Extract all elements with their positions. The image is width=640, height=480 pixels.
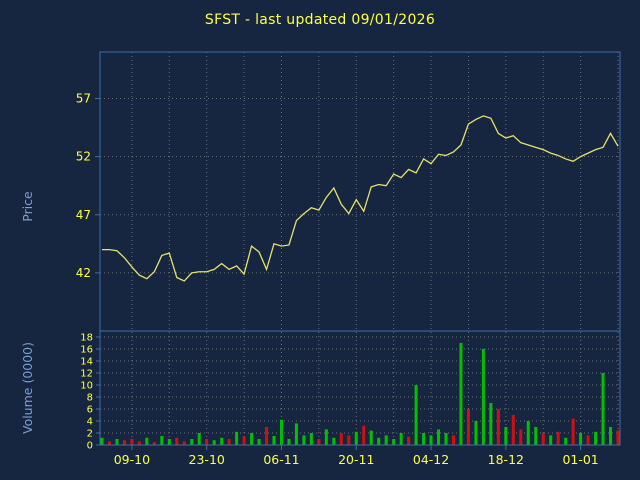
volume-bar (137, 441, 141, 445)
volume-y-tick-label: 12 (80, 368, 93, 379)
volume-bar (609, 426, 613, 445)
price-y-tick-label: 57 (76, 92, 91, 106)
volume-bar (407, 436, 411, 445)
price-line (102, 115, 619, 282)
volume-y-tick-label: 14 (80, 356, 93, 367)
volume-bar (414, 384, 418, 445)
x-tick-label: 18-12 (488, 452, 524, 467)
volume-bar (519, 429, 523, 445)
volume-bar (100, 437, 104, 445)
volume-bar (377, 437, 381, 445)
volume-bar (616, 430, 620, 445)
volume-y-tick-label: 6 (87, 404, 93, 415)
price-y-tick-label: 42 (76, 266, 91, 280)
volume-bar (466, 408, 470, 445)
volume-bar (167, 438, 171, 445)
volume-bar (175, 437, 179, 445)
volume-bar (511, 414, 515, 445)
volume-bar (294, 423, 298, 445)
volume-y-tick-label: 8 (87, 392, 93, 403)
volume-bar (474, 420, 478, 445)
volume-bar (534, 426, 538, 445)
volume-bar (257, 438, 261, 445)
volume-bar (369, 430, 373, 445)
volume-bar (242, 436, 246, 445)
volume-bar (362, 425, 366, 445)
volume-y-tick-label: 0 (87, 441, 93, 452)
volume-y-tick-label: 2 (87, 428, 93, 439)
volume-bar (227, 438, 231, 445)
volume-bar (549, 435, 553, 445)
price-y-tick-label: 52 (76, 150, 91, 164)
volume-bar (571, 418, 575, 445)
volume-bar (160, 435, 164, 445)
volume-bar (481, 348, 485, 445)
price-y-tick-label: 47 (76, 208, 91, 222)
x-tick-label: 06-11 (263, 452, 299, 467)
volume-bar (212, 440, 216, 445)
volume-bar (182, 441, 186, 445)
x-tick-label: 23-10 (189, 452, 225, 467)
volume-y-tick-label: 10 (80, 380, 93, 391)
price-panel-frame (99, 51, 621, 332)
volume-bar (250, 432, 254, 445)
volume-bar (302, 435, 306, 445)
volume-axis-label: Volume (0000) (20, 342, 35, 434)
volume-bar (272, 435, 276, 445)
volume-bar (526, 420, 530, 445)
volume-bar (459, 342, 463, 445)
volume-bar (579, 432, 583, 445)
volume-bar (444, 432, 448, 445)
x-tick-label: 09-10 (114, 452, 150, 467)
volume-bar (309, 432, 313, 445)
volume-bar (235, 431, 239, 445)
x-tick-label: 01-01 (562, 452, 598, 467)
volume-bar (317, 438, 321, 445)
volume-bar (220, 437, 224, 445)
volume-bar (556, 431, 560, 445)
volume-bar (197, 432, 201, 445)
price-axis-label: Price (20, 191, 35, 222)
volume-bar (152, 441, 156, 445)
volume-bar (504, 426, 508, 445)
volume-bar (347, 435, 351, 445)
volume-bar (332, 437, 336, 445)
volume-y-tick-label: 16 (80, 344, 93, 355)
volume-bar (354, 431, 358, 445)
volume-bar (287, 438, 291, 445)
volume-bar (594, 431, 598, 445)
volume-bar (399, 432, 403, 445)
volume-bar (422, 432, 426, 445)
volume-bar (384, 435, 388, 445)
volume-panel-frame (99, 330, 621, 446)
volume-bar (429, 435, 433, 445)
x-tick-label: 04-12 (413, 452, 449, 467)
volume-bar (145, 437, 149, 445)
volume-bar (586, 435, 590, 445)
chart-title: SFST - last updated 09/01/2026 (204, 12, 436, 28)
volume-bar (265, 426, 269, 445)
volume-bar (339, 432, 343, 445)
volume-bar (324, 429, 328, 445)
volume-bar (279, 419, 283, 445)
volume-bar (130, 438, 134, 445)
volume-bar (489, 402, 493, 445)
volume-bar (496, 408, 500, 445)
volume-y-tick-label: 4 (87, 416, 93, 427)
x-tick-label: 20-11 (338, 452, 374, 467)
volume-bar (190, 438, 194, 445)
volume-bar (564, 437, 568, 445)
volume-bar (205, 438, 209, 445)
volume-bar (541, 432, 545, 445)
volume-bar (392, 438, 396, 445)
volume-y-tick-label: 18 (80, 332, 93, 343)
volume-bar (115, 438, 119, 445)
volume-bar (107, 441, 111, 445)
volume-bar (601, 372, 605, 445)
volume-bar (122, 440, 126, 445)
volume-bar (451, 435, 455, 445)
volume-bar (437, 429, 441, 445)
